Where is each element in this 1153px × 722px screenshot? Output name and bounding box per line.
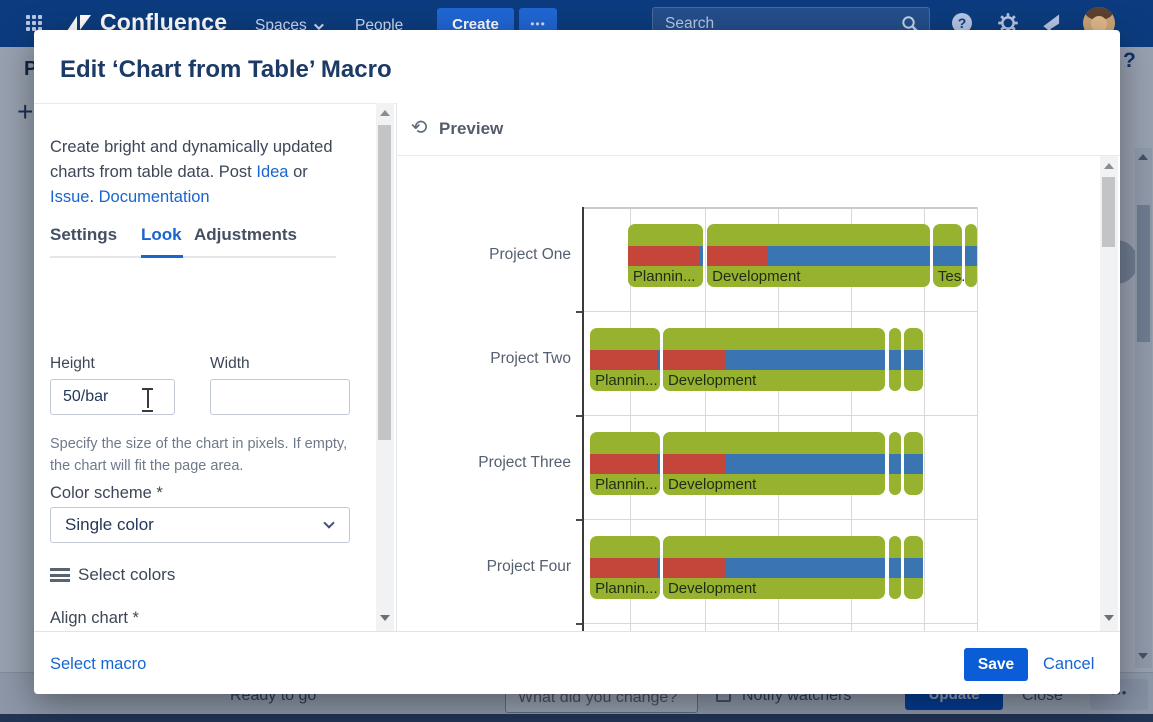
bar-segment (889, 328, 901, 391)
scroll-up-icon[interactable] (1138, 154, 1148, 160)
align-chart-label: Align chart * (50, 609, 139, 627)
segment-label: Development (667, 372, 757, 389)
active-tab-underline (141, 255, 183, 258)
dialog-footer: Select macro Save Cancel (34, 631, 1120, 694)
color-scheme-select[interactable]: Single color (50, 507, 350, 543)
preview-title: Preview (439, 119, 504, 138)
gear-icon[interactable] (997, 12, 1019, 34)
save-button[interactable]: Save (964, 648, 1028, 681)
segment-label: Development (667, 580, 757, 597)
settings-scrollbar[interactable] (376, 103, 394, 631)
bar-segment: Development (662, 328, 885, 391)
nav-spaces[interactable]: Spaces (255, 17, 324, 35)
text-cursor (142, 388, 153, 412)
select-colors-button[interactable]: Select colors (78, 565, 176, 584)
bar-segment: Plannin... (590, 328, 661, 391)
scroll-down-icon[interactable] (1138, 653, 1148, 659)
hamburger-icon (50, 568, 70, 582)
bar-segment (904, 536, 924, 599)
category-label: Project Four (486, 557, 571, 575)
segment-label: Plannin... (595, 372, 658, 389)
bar-segment (889, 432, 901, 495)
bar-segment: Development (707, 224, 931, 287)
chevron-down-icon (313, 20, 324, 31)
bar-segment: Plannin... (590, 536, 661, 599)
tab-settings[interactable]: Settings (50, 225, 118, 244)
category-label: Project Three (478, 453, 571, 471)
documentation-link[interactable]: Documentation (98, 188, 210, 206)
refresh-icon[interactable]: ⟳ (411, 117, 428, 139)
macro-dialog: Edit ‘Chart from Table’ Macro Create bri… (34, 30, 1120, 694)
issue-link[interactable]: Issue (50, 188, 90, 206)
category-label: Project Two (490, 349, 571, 367)
bar-segment: Development (662, 432, 885, 495)
tab-bar-line (50, 256, 336, 258)
macro-description: Create bright and dynamically updated ch… (50, 138, 333, 206)
segment-label: Tes.. (937, 268, 970, 285)
bar-segment: Tes.. (932, 224, 970, 287)
divider (396, 103, 397, 631)
segment-label: Development (712, 268, 801, 285)
segment-label: Development (667, 476, 757, 493)
height-label: Height (50, 355, 95, 372)
size-help-text: Specify the size of the chart in pixels.… (50, 436, 348, 474)
width-input[interactable] (210, 379, 350, 415)
bar-segment: Development (662, 536, 885, 599)
height-input[interactable] (50, 379, 175, 415)
help-icon[interactable]: ? (952, 13, 972, 33)
cancel-button[interactable]: Cancel (1043, 655, 1095, 673)
nav-people[interactable]: People (355, 17, 404, 34)
page-scrollbar[interactable] (1135, 148, 1152, 668)
color-scheme-label: Color scheme * (50, 484, 163, 502)
preview-header: ⟳ Preview (397, 103, 1120, 155)
bar-segment (965, 224, 977, 287)
segment-label: Plannin... (632, 268, 696, 285)
chevron-down-icon (323, 517, 335, 529)
bar-segment (889, 536, 901, 599)
divider (397, 155, 1120, 156)
settings-panel: Create bright and dynamically updated ch… (34, 103, 396, 631)
tab-look[interactable]: Look (141, 225, 182, 244)
scroll-down-icon[interactable] (380, 615, 390, 621)
dialog-title: Edit ‘Chart from Table’ Macro (60, 56, 392, 83)
preview-scrollbar-thumb[interactable] (1102, 177, 1115, 247)
preview-scrollbar[interactable] (1100, 156, 1118, 631)
confluence-logo-icon (67, 15, 91, 31)
select-macro-link[interactable]: Select macro (50, 655, 147, 673)
segment-label: Plannin... (595, 476, 658, 493)
bar-segment: Plannin... (627, 224, 703, 287)
app-switcher-icon[interactable] (26, 15, 44, 33)
scroll-up-icon[interactable] (380, 110, 390, 116)
scroll-down-icon[interactable] (1104, 615, 1114, 621)
page-scrollbar-thumb[interactable] (1137, 205, 1150, 342)
chart: Project One Plannin... Development Tes.. Pro… (397, 156, 1100, 631)
category-label: Project One (489, 245, 571, 263)
scroll-up-icon[interactable] (1104, 163, 1114, 169)
page-footer-strip (0, 714, 1153, 722)
bar-segment: Plannin... (590, 432, 661, 495)
tab-adjustments[interactable]: Adjustments (194, 225, 297, 244)
segment-label: Plannin... (595, 580, 658, 597)
bar-segment (904, 432, 924, 495)
page-help-icon[interactable]: ? (1123, 49, 1136, 72)
add-button[interactable]: + (17, 96, 34, 127)
width-label: Width (210, 355, 250, 372)
bar-segment (904, 328, 924, 391)
idea-link[interactable]: Idea (256, 163, 289, 181)
settings-scrollbar-thumb[interactable] (378, 125, 391, 440)
